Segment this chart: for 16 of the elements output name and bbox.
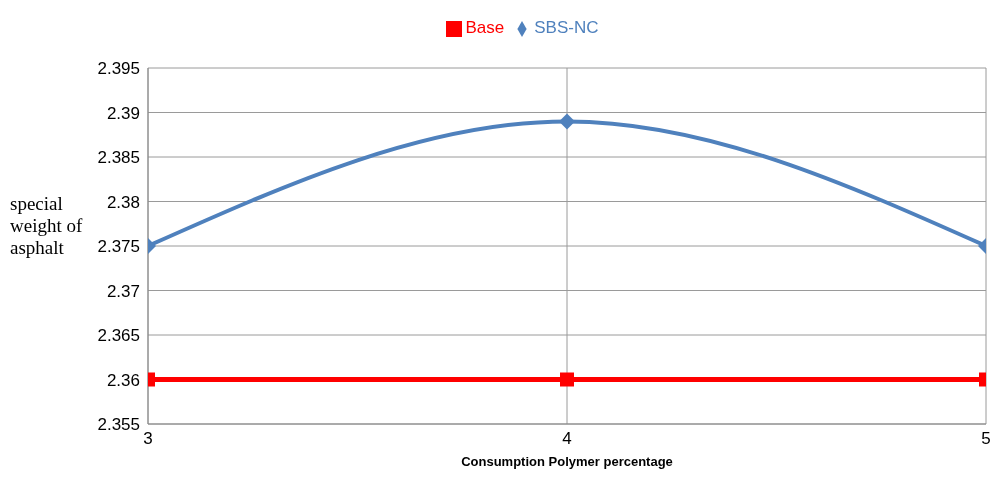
y-tick-label: 2.395 (97, 59, 140, 79)
y-tick-label: 2.37 (106, 281, 140, 301)
x-tick-label: 3 (143, 429, 153, 449)
y-tick-label: 2.38 (106, 192, 140, 212)
y-tick-label: 2.39 (106, 103, 140, 123)
legend-label: SBS-NC (534, 18, 599, 37)
y-tick-label: 2.385 (97, 148, 140, 168)
x-tick-label: 4 (562, 429, 572, 449)
y-axis-title: special weight of asphalt (10, 193, 84, 259)
y-tick-label: 2.36 (106, 370, 140, 390)
y-tick-label: 2.355 (97, 415, 140, 435)
y-tick-label: 2.365 (97, 326, 140, 346)
legend-label: Base (465, 18, 505, 37)
x-tick-label: 5 (981, 429, 991, 449)
x-axis-title: Consumption Polymer percentage (461, 454, 673, 469)
y-tick-label: 2.375 (97, 237, 140, 257)
